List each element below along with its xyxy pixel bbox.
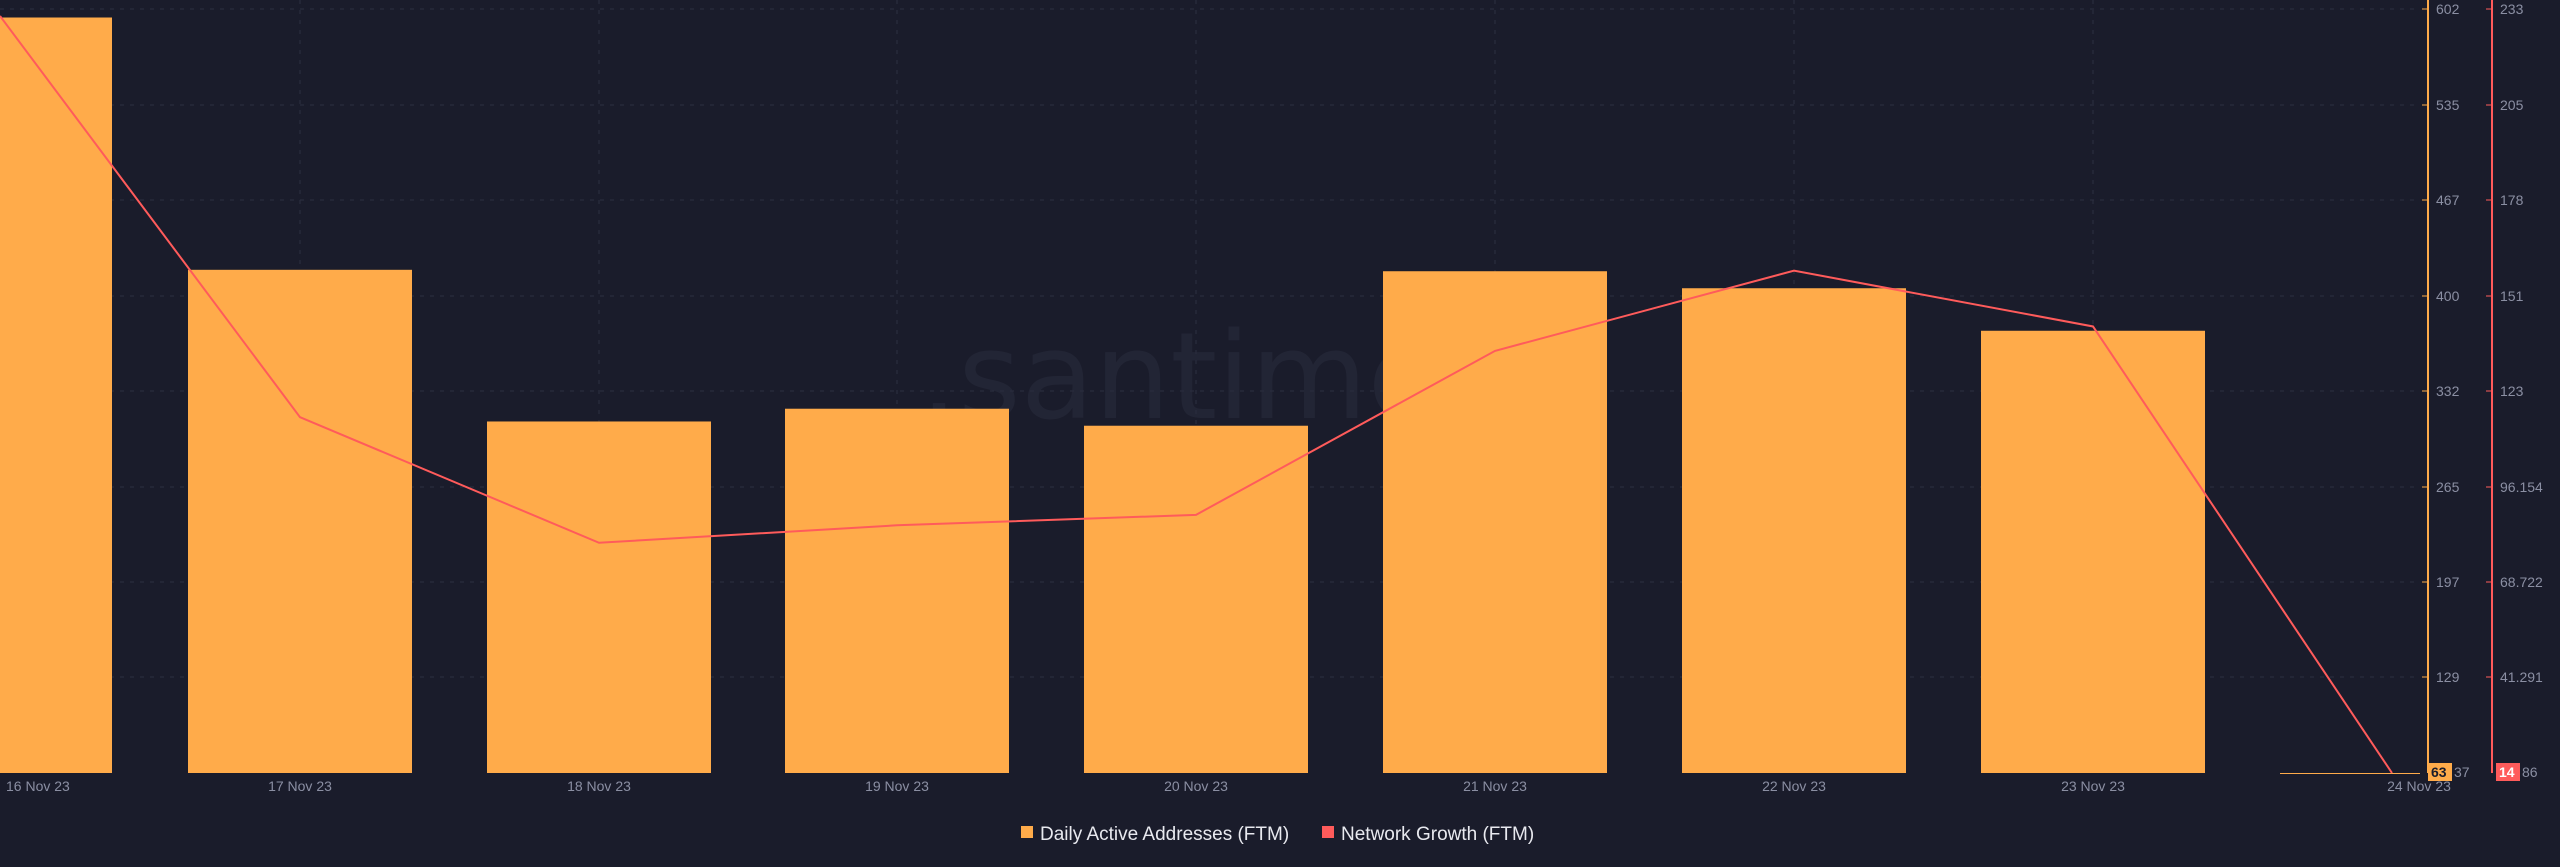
y2-tick-label-1: 205 (2500, 97, 2524, 113)
y2-min-badge (2496, 763, 2520, 781)
x-tick-label-0: 16 Nov 23 (6, 778, 70, 794)
y1-tick-label-0: 602 (2436, 1, 2460, 17)
y2-tick-label-7: 41.291 (2500, 669, 2543, 685)
y1-min-badge-label: 63 (2431, 764, 2447, 780)
bar-6 (1682, 288, 1906, 773)
y2-tick-label-5: 96.154 (2500, 479, 2543, 495)
axes: 602 535 467 400 332 265 197 129 233 205 178 151 123 9… (2422, 0, 2543, 781)
legend-label-network-growth[interactable]: Network Growth (FTM) (1341, 824, 1534, 845)
network-growth-line (0, 15, 2393, 774)
y1-tick-label-7: 129 (2436, 669, 2460, 685)
y2-tick-label-2: 178 (2500, 192, 2524, 208)
legend-swatch-daily-active-addresses (1021, 826, 1033, 838)
y2-min-badge-label: 14 (2499, 764, 2515, 780)
y2-tick-label-6: 68.722 (2500, 574, 2543, 590)
y1-tick-label-4: 332 (2436, 383, 2460, 399)
y1-tick-label-1: 535 (2436, 97, 2460, 113)
x-tick-label-8: 24 Nov 23 (2387, 778, 2451, 794)
x-tick-label-1: 17 Nov 23 (268, 778, 332, 794)
y1-min-suffix: 37 (2454, 764, 2470, 780)
y2-tick-label-3: 151 (2500, 288, 2524, 304)
legend-label-daily-active-addresses[interactable]: Daily Active Addresses (FTM) (1040, 824, 1289, 845)
x-tick-label-3: 19 Nov 23 (865, 778, 929, 794)
y1-min-badge (2428, 763, 2452, 781)
y2-tick-label-4: 123 (2500, 383, 2524, 399)
x-tick-label-5: 21 Nov 23 (1463, 778, 1527, 794)
line-series (0, 15, 2393, 774)
legend: Daily Active Addresses (FTM) Network Gro… (1021, 824, 1534, 845)
bar-0 (0, 17, 112, 773)
bar-5 (1383, 271, 1607, 773)
x-tick-label-2: 18 Nov 23 (567, 778, 631, 794)
bar-3 (785, 408, 1009, 773)
y2-tick-label-0: 233 (2500, 1, 2524, 17)
y1-tick-label-5: 265 (2436, 479, 2460, 495)
bar-8 (2280, 773, 2420, 774)
bar-1 (188, 269, 412, 773)
x-tick-label-4: 20 Nov 23 (1164, 778, 1228, 794)
legend-swatch-network-growth (1322, 826, 1334, 838)
x-tick-label-7: 23 Nov 23 (2061, 778, 2125, 794)
x-axis-labels: 16 Nov 23 17 Nov 23 18 Nov 23 19 Nov 23 20 N… (6, 778, 2451, 794)
x-tick-label-6: 22 Nov 23 (1762, 778, 1826, 794)
y1-tick-label-2: 467 (2436, 192, 2460, 208)
bar-4 (1084, 425, 1308, 773)
y1-tick-label-6: 197 (2436, 574, 2460, 590)
y1-tick-label-3: 400 (2436, 288, 2460, 304)
bar-series (0, 17, 2420, 774)
y2-min-suffix: 86 (2522, 764, 2538, 780)
bar-7 (1981, 330, 2205, 773)
bar-2 (487, 421, 711, 773)
